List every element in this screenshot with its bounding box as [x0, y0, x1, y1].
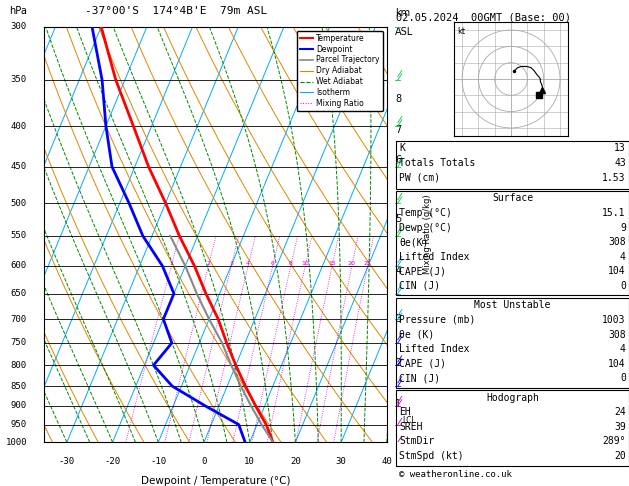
Text: Lifted Index: Lifted Index: [399, 252, 470, 262]
Text: Dewpoint / Temperature (°C): Dewpoint / Temperature (°C): [141, 475, 290, 486]
Text: 8: 8: [396, 94, 401, 104]
Text: Temp (°C): Temp (°C): [399, 208, 452, 218]
Text: Mixing Ratio (g/kg): Mixing Ratio (g/kg): [423, 195, 433, 274]
Text: 2: 2: [396, 358, 402, 368]
Text: Hodograph: Hodograph: [486, 393, 539, 403]
Text: -10: -10: [150, 457, 166, 466]
Text: -37°00'S  174°4B'E  79m ASL: -37°00'S 174°4B'E 79m ASL: [85, 6, 267, 17]
Text: 308: 308: [608, 237, 626, 247]
Text: -20: -20: [104, 457, 121, 466]
Text: 20: 20: [348, 261, 356, 266]
Text: ASL: ASL: [396, 27, 414, 37]
Text: 40: 40: [381, 457, 392, 466]
Text: 4: 4: [396, 266, 401, 276]
Text: -30: -30: [59, 457, 75, 466]
Text: K: K: [399, 143, 405, 154]
Text: LCL: LCL: [402, 417, 416, 425]
Text: 400: 400: [11, 122, 27, 131]
Text: θe(K): θe(K): [399, 237, 429, 247]
Text: 15.1: 15.1: [603, 208, 626, 218]
Text: CIN (J): CIN (J): [399, 373, 440, 383]
Text: 3: 3: [229, 261, 233, 266]
Text: 1.53: 1.53: [603, 173, 626, 183]
Text: Surface: Surface: [492, 193, 533, 204]
Text: EH: EH: [399, 407, 411, 417]
Text: 9: 9: [620, 223, 626, 233]
Text: 350: 350: [11, 75, 27, 85]
Text: 4: 4: [246, 261, 250, 266]
Text: 24: 24: [614, 407, 626, 417]
Text: 20: 20: [290, 457, 301, 466]
Text: 300: 300: [11, 22, 27, 31]
Text: 0: 0: [620, 373, 626, 383]
Text: 25: 25: [364, 261, 372, 266]
Text: 1: 1: [169, 261, 174, 266]
Text: 600: 600: [11, 261, 27, 270]
Text: 10: 10: [301, 261, 309, 266]
Text: 900: 900: [11, 401, 27, 410]
Text: 3: 3: [396, 314, 401, 324]
Text: 1: 1: [396, 399, 401, 409]
Text: 950: 950: [11, 420, 27, 429]
Text: kt: kt: [457, 27, 465, 36]
Text: CIN (J): CIN (J): [399, 281, 440, 291]
Text: 650: 650: [11, 289, 27, 298]
Text: Most Unstable: Most Unstable: [474, 300, 551, 311]
Text: Lifted Index: Lifted Index: [399, 344, 470, 354]
Text: StmDir: StmDir: [399, 436, 435, 447]
Text: 500: 500: [11, 199, 27, 208]
Text: Totals Totals: Totals Totals: [399, 158, 476, 168]
Text: PW (cm): PW (cm): [399, 173, 440, 183]
Text: 800: 800: [11, 361, 27, 370]
Text: CAPE (J): CAPE (J): [399, 266, 447, 277]
Text: 43: 43: [614, 158, 626, 168]
Text: 0: 0: [201, 457, 207, 466]
Text: hPa: hPa: [9, 6, 27, 17]
Text: 700: 700: [11, 314, 27, 324]
Text: 2: 2: [206, 261, 210, 266]
Text: 7: 7: [396, 125, 402, 135]
Text: 450: 450: [11, 162, 27, 171]
Text: 13: 13: [614, 143, 626, 154]
Text: 1000: 1000: [6, 438, 27, 447]
Text: 0: 0: [620, 281, 626, 291]
Text: 02.05.2024  00GMT (Base: 00): 02.05.2024 00GMT (Base: 00): [396, 12, 571, 22]
Text: 30: 30: [336, 457, 347, 466]
Text: θe (K): θe (K): [399, 330, 435, 340]
Text: 289°: 289°: [603, 436, 626, 447]
Text: 15: 15: [328, 261, 336, 266]
Text: 6: 6: [270, 261, 275, 266]
Text: 6: 6: [396, 156, 401, 165]
Text: 308: 308: [608, 330, 626, 340]
Text: 550: 550: [11, 231, 27, 241]
Text: 104: 104: [608, 266, 626, 277]
Text: © weatheronline.co.uk: © weatheronline.co.uk: [399, 469, 512, 479]
Text: SREH: SREH: [399, 422, 423, 432]
Text: 4: 4: [620, 344, 626, 354]
Text: StmSpd (kt): StmSpd (kt): [399, 451, 464, 461]
Legend: Temperature, Dewpoint, Parcel Trajectory, Dry Adiabat, Wet Adiabat, Isotherm, Mi: Temperature, Dewpoint, Parcel Trajectory…: [297, 31, 383, 111]
Text: 104: 104: [608, 359, 626, 369]
Text: Pressure (mb): Pressure (mb): [399, 315, 476, 325]
Text: 10: 10: [244, 457, 255, 466]
Text: 8: 8: [289, 261, 292, 266]
Text: Dewp (°C): Dewp (°C): [399, 223, 452, 233]
Text: CAPE (J): CAPE (J): [399, 359, 447, 369]
Text: 39: 39: [614, 422, 626, 432]
Text: 4: 4: [620, 252, 626, 262]
Text: 5: 5: [396, 213, 402, 224]
Text: 20: 20: [614, 451, 626, 461]
Text: 1003: 1003: [603, 315, 626, 325]
Text: 850: 850: [11, 382, 27, 391]
Text: 750: 750: [11, 338, 27, 347]
Text: km: km: [396, 8, 411, 18]
